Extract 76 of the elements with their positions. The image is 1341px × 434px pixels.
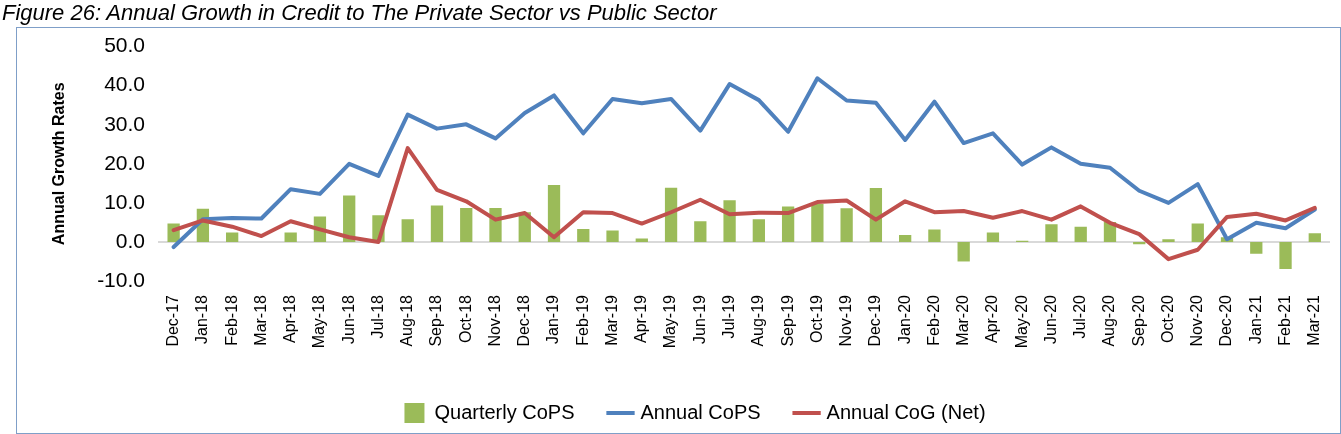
bar [635, 238, 648, 242]
x-tick-label: Aug-19 [749, 294, 767, 347]
bar [840, 208, 853, 242]
x-tick-label: Oct-19 [807, 294, 825, 344]
bar [577, 229, 590, 242]
bar [606, 230, 619, 242]
bar [343, 195, 356, 242]
x-tick-label: Apr-18 [281, 294, 299, 344]
x-tick-label: Sep-20 [1129, 294, 1147, 347]
x-tick-label: Jan-19 [544, 294, 562, 344]
x-tick-label: May-19 [661, 294, 679, 349]
x-tick-label: Sep-19 [778, 294, 796, 347]
chart-title: Figure 26: Annual Growth in Credit to The Private Sector vs Public Sector [2, 0, 717, 25]
x-tick-label: Apr-20 [983, 294, 1001, 344]
x-tick-label: Nov-19 [837, 294, 855, 347]
bar [1250, 241, 1263, 254]
x-tick-label: Dec-18 [515, 294, 533, 347]
bar [899, 234, 912, 242]
x-tick-label: Oct-20 [1158, 294, 1176, 344]
x-tick-label: Mar-20 [954, 294, 972, 346]
x-tick-label: Aug-18 [398, 294, 416, 347]
bar [752, 219, 765, 242]
x-tick-label: Jun-19 [690, 294, 708, 344]
bar [1045, 224, 1058, 242]
y-axis-title: Annual Growth Rates [50, 82, 68, 246]
legend-label: Annual CoG (Net) [826, 400, 986, 423]
x-tick-label: Sep-18 [427, 294, 445, 347]
y-tick-label: 50.0 [104, 33, 145, 57]
y-tick-label: 10.0 [104, 189, 145, 213]
legend-label: Quarterly CoPS [434, 400, 575, 423]
bar [928, 229, 941, 242]
bar [1074, 226, 1087, 242]
y-tick-label: -10.0 [97, 267, 145, 291]
x-tick-label: Mar-21 [1305, 294, 1323, 346]
x-tick-label: Jan-20 [895, 294, 913, 344]
y-tick-label: 20.0 [104, 150, 145, 174]
x-tick-label: Apr-19 [632, 294, 650, 344]
x-tick-label: Jul-18 [368, 294, 386, 339]
legend-label: Annual CoPS [640, 400, 761, 423]
bar [401, 219, 414, 242]
bar [226, 232, 239, 242]
bar [986, 232, 1000, 242]
x-tick-label: Jul-20 [1071, 294, 1089, 339]
bar [1308, 233, 1321, 242]
bar [1191, 223, 1204, 242]
x-tick-label: Feb-21 [1275, 294, 1293, 346]
bar [284, 232, 297, 242]
x-tick-label: Dec-17 [164, 294, 182, 347]
x-tick-label: Jan-21 [1246, 294, 1264, 344]
x-tick-label: Dec-19 [866, 294, 884, 347]
bar [694, 221, 707, 242]
x-tick-label: Mar-19 [602, 294, 620, 346]
x-tick-label: Mar-18 [251, 294, 269, 346]
x-tick-label: Dec-20 [1217, 294, 1235, 347]
x-tick-label: Nov-18 [485, 294, 503, 347]
x-tick-label: Oct-18 [456, 294, 474, 344]
y-tick-label: 0.0 [115, 228, 145, 252]
x-tick-label: Nov-20 [1188, 294, 1206, 347]
x-tick-label: Feb-20 [924, 294, 942, 346]
bar [811, 204, 824, 242]
x-tick-label: Feb-18 [222, 294, 240, 346]
x-tick-label: Jul-19 [719, 294, 737, 339]
x-tick-label: May-20 [1012, 294, 1030, 349]
y-tick-label: 40.0 [104, 72, 145, 96]
bar [1279, 241, 1292, 269]
bar [957, 241, 970, 262]
bar [460, 207, 473, 242]
x-tick-label: May-18 [310, 294, 328, 349]
x-tick-label: Jun-18 [339, 294, 357, 344]
bar [1162, 239, 1175, 242]
x-tick-label: Jan-18 [193, 294, 211, 344]
bar [430, 205, 444, 242]
x-tick-label: Jun-20 [1041, 294, 1059, 344]
y-tick-label: 30.0 [104, 111, 145, 135]
x-tick-label: Feb-19 [573, 294, 591, 346]
x-tick-label: Aug-20 [1100, 294, 1118, 347]
